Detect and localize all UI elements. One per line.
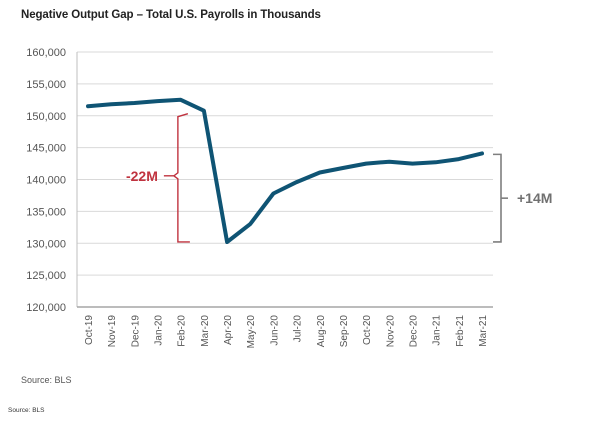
y-tick-label: 125,000 <box>26 270 66 282</box>
x-tick-label: Jan-20 <box>154 315 165 346</box>
footer-source: Source: BLS <box>8 407 45 414</box>
recovery-bracket <box>493 153 502 243</box>
recovery-label: +14M <box>517 190 552 206</box>
gridlines <box>77 51 493 276</box>
x-tick-label: May-20 <box>246 315 257 349</box>
y-tick-label: 140,000 <box>26 175 66 187</box>
x-tick-label: Oct-19 <box>84 315 95 345</box>
x-tick-label: Feb-21 <box>455 315 466 347</box>
decline-brace <box>172 112 190 243</box>
y-tick-label: 135,000 <box>26 206 66 218</box>
x-tick-label: Feb-20 <box>177 315 188 347</box>
y-tick-label: 120,000 <box>26 302 66 314</box>
y-tick-label: 130,000 <box>26 238 66 250</box>
x-tick-label: Oct-20 <box>362 315 373 345</box>
x-tick-label: Apr-20 <box>223 315 234 345</box>
x-tick-label: Jan-21 <box>432 315 443 346</box>
y-axis-ticks: 120,000 125,000 130,000 135,000 140,000 145,0… <box>26 47 66 314</box>
x-tick-label: Jul-20 <box>293 315 304 343</box>
x-tick-label: Sep-20 <box>339 315 350 348</box>
x-tick-label: Jun-20 <box>269 315 280 346</box>
y-tick-label: 155,000 <box>26 79 66 91</box>
series-line <box>86 97 484 244</box>
axes <box>76 52 493 308</box>
x-tick-label: Aug-20 <box>316 315 327 348</box>
annotations-layer: -22M +14M <box>126 112 552 243</box>
x-tick-label: Nov-19 <box>107 315 118 348</box>
y-tick-label: 150,000 <box>26 111 66 123</box>
x-tick-label: Dec-20 <box>408 315 419 348</box>
x-tick-label: Mar-20 <box>200 315 211 347</box>
decline-label: -22M <box>126 168 158 184</box>
x-tick-label: Dec-19 <box>130 315 141 348</box>
y-tick-label: 160,000 <box>26 47 66 59</box>
x-tick-label: Nov-20 <box>385 315 396 348</box>
y-tick-label: 145,000 <box>26 143 66 155</box>
chart-title: Negative Output Gap – Total U.S. Payroll… <box>21 9 321 21</box>
chart-source-note: Source: BLS <box>21 375 72 385</box>
x-axis-ticks: Oct-19 Nov-19 Dec-19 Jan-20 Feb-20 Mar-20 Apr-… <box>84 315 489 349</box>
x-tick-label: Mar-21 <box>478 315 489 347</box>
series-layer <box>86 97 484 244</box>
